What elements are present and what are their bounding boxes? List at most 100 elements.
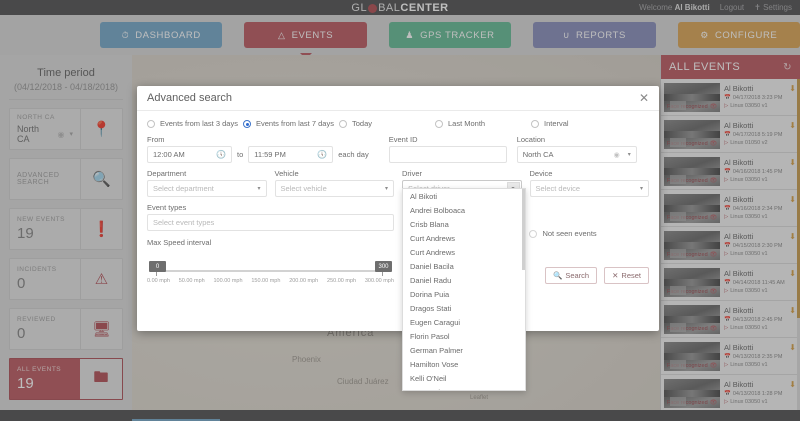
radio-button[interactable] xyxy=(531,120,539,128)
event-list-item[interactable]: Face recognized 👁 Al Bikotti 📅 04/13/2018 2:… xyxy=(661,338,800,375)
event-thumbnail[interactable]: Face recognized 👁 xyxy=(664,157,720,186)
max-speed-label: Max Speed interval xyxy=(147,238,212,248)
event-list-item[interactable]: Face recognized 👁 Al Bikotti 📅 04/14/2018 11… xyxy=(661,264,800,301)
event-types-select[interactable]: Select event types xyxy=(147,214,394,232)
download-icon[interactable]: ⬇ xyxy=(789,84,796,93)
driver-option[interactable]: Dragos Stati xyxy=(410,303,452,313)
radio-today[interactable]: Today xyxy=(339,119,435,128)
driver-option[interactable]: Daniel Bacila xyxy=(410,261,454,271)
driver-option[interactable]: Crisb Blana xyxy=(410,219,449,229)
event-id-input[interactable] xyxy=(388,146,507,164)
tab-events[interactable]: △ EVENTS xyxy=(244,22,367,59)
reset-button[interactable]: ✕ Reset xyxy=(604,267,649,285)
event-thumbnail[interactable]: Face recognized 👁 xyxy=(664,379,720,408)
driver-option[interactable]: Eugen Caragui xyxy=(410,317,461,327)
event-list-item[interactable]: Face recognized 👁 Al Bikotti 📅 04/15/2018 2:… xyxy=(661,227,800,264)
radio-interval[interactable]: Interval xyxy=(531,119,627,128)
logout-link[interactable]: Logout xyxy=(719,3,745,12)
clear-icon[interactable]: ◉ xyxy=(57,129,65,139)
radio-button[interactable] xyxy=(339,120,347,128)
clock-icon[interactable]: 🕔 xyxy=(216,150,226,160)
driver-option[interactable]: Dorina Puia xyxy=(410,289,450,299)
clock-icon[interactable]: 🕔 xyxy=(317,150,328,160)
device-select[interactable]: Select device ▾ xyxy=(529,180,649,198)
driver-dropdown-list[interactable]: Al Bikoti Andrei Bolboaca Crisb Blana Curt … xyxy=(402,188,526,392)
to-time-input[interactable]: 11:59 PM 🕔 xyxy=(248,146,334,164)
event-thumbnail[interactable]: Face recognized 👁 xyxy=(664,231,720,260)
radio-button[interactable] xyxy=(435,120,443,128)
tab-configure[interactable]: ⚙ CONFIGURE xyxy=(677,22,800,48)
chevron-down-icon[interactable]: ▾ xyxy=(384,186,388,193)
department-select[interactable]: Select department ▾ xyxy=(147,180,267,198)
event-thumbnail[interactable]: Face recognized 👁 xyxy=(664,194,720,223)
close-icon[interactable]: ✕ xyxy=(638,91,649,105)
driver-option[interactable]: Daniel Radu xyxy=(410,275,452,285)
chevron-down-icon[interactable]: ▾ xyxy=(69,131,73,138)
driver-option[interactable]: Andrei Bolboaca xyxy=(410,205,466,215)
event-thumbnail[interactable]: Face recognized 👁 xyxy=(664,305,720,334)
top-bar-right: Welcome Al Bikotti Logout ✝ Settings xyxy=(639,0,792,15)
slider-handle-min[interactable]: 0 xyxy=(149,261,166,277)
checkbox-box[interactable] xyxy=(529,230,538,239)
device-icon: ▷ xyxy=(724,362,729,368)
download-icon[interactable]: ⬇ xyxy=(789,121,796,130)
tab-reports[interactable]: ∪ REPORTS xyxy=(533,22,656,48)
event-list-item[interactable]: Face recognized 👁 Al Bikotti 📅 04/13/2018 1:… xyxy=(661,375,800,411)
event-thumbnail[interactable]: Face recognized 👁 xyxy=(664,342,720,371)
radio-last-7-days[interactable]: Events from last 7 days xyxy=(243,119,339,128)
download-icon[interactable]: ⬇ xyxy=(789,158,796,167)
download-icon[interactable]: ⬇ xyxy=(789,343,796,352)
dropdown-scrollbar[interactable] xyxy=(522,189,525,270)
sidebar-card-new-events[interactable]: NEW EVENTS 19 ❗ xyxy=(9,208,123,250)
event-list[interactable]: Face recognized 👁 Al Bikotti 📅 04/17/2018 3:… xyxy=(661,79,800,411)
download-icon[interactable]: ⬇ xyxy=(789,269,796,278)
location-select-input[interactable]: North CA ◉ ▾ xyxy=(516,146,637,164)
driver-option[interactable]: Hamilton Vose xyxy=(410,359,459,369)
location-select[interactable]: North CA ◉ ▾ xyxy=(17,124,73,144)
driver-option[interactable]: Curt Andrews xyxy=(410,247,456,257)
tab-dashboard[interactable]: ⏱ DASHBOARD xyxy=(100,22,223,48)
settings-link[interactable]: ✝ Settings xyxy=(754,3,792,12)
download-icon[interactable]: ⬇ xyxy=(789,232,796,241)
clear-icon[interactable]: ◉ xyxy=(613,151,620,159)
driver-option[interactable]: Al Bikoti xyxy=(410,191,438,201)
event-list-item[interactable]: Face recognized 👁 Al Bikotti 📅 04/16/2018 1:… xyxy=(661,153,800,190)
download-icon[interactable]: ⬇ xyxy=(789,380,796,389)
panel-scrollbar[interactable] xyxy=(797,79,800,411)
tab-gps-tracker[interactable]: ♟ GPS TRACKER xyxy=(388,22,512,48)
radio-button[interactable] xyxy=(243,120,251,128)
calendar-icon: 📅 xyxy=(724,132,731,138)
driver-option[interactable]: Curt Andrews xyxy=(410,233,456,243)
event-thumbnail[interactable]: Face recognized 👁 xyxy=(664,83,720,112)
sidebar-card-all-events[interactable]: ALL EVENTS 19 🖿 xyxy=(9,358,123,400)
chevron-down-icon[interactable]: ▾ xyxy=(257,186,261,193)
radio-last-3-days[interactable]: Events from last 3 days xyxy=(147,119,243,128)
event-thumbnail[interactable]: Face recognized 👁 xyxy=(664,120,720,149)
event-list-item[interactable]: Face recognized 👁 Al Bikotti 📅 04/16/2018 2:… xyxy=(661,190,800,227)
driver-option[interactable]: German Palmer xyxy=(410,345,463,355)
download-icon[interactable]: ⬇ xyxy=(789,195,796,204)
sidebar-card-reviewed[interactable]: REVIEWED 0 🖥 xyxy=(9,308,123,350)
event-list-item[interactable]: Face recognized 👁 Al Bikotti 📅 04/13/2018 2:… xyxy=(661,301,800,338)
vehicle-select[interactable]: Select vehicle ▾ xyxy=(274,180,394,198)
refresh-icon[interactable]: ↻ xyxy=(783,61,792,73)
driver-option[interactable]: Florin Pasol xyxy=(410,331,450,341)
event-list-item[interactable]: Face recognized 👁 Al Bikotti 📅 04/17/2018 5:… xyxy=(661,116,800,153)
checkbox-not-seen-events[interactable]: Not seen events xyxy=(529,229,597,239)
driver-option[interactable]: Lara Andrews xyxy=(403,385,525,391)
chevron-down-icon[interactable]: ▾ xyxy=(627,152,631,159)
speed-slider[interactable]: 0 300 xyxy=(147,253,394,277)
download-icon[interactable]: ⬇ xyxy=(789,306,796,315)
from-time-input[interactable]: 12:00 AM 🕔 xyxy=(147,146,232,164)
radio-button[interactable] xyxy=(147,120,155,128)
event-thumbnail[interactable]: Face recognized 👁 xyxy=(664,268,720,297)
driver-option[interactable]: Kelli O'Neil xyxy=(410,373,447,383)
sidebar-card-incidents[interactable]: INCIDENTS 0 ⚠ xyxy=(9,258,123,300)
slider-handle-max[interactable]: 300 xyxy=(375,261,392,277)
chevron-down-icon[interactable]: ▾ xyxy=(639,186,643,193)
search-button[interactable]: 🔍 Search xyxy=(545,267,598,285)
sidebar-card-north-ca[interactable]: NORTH CA North CA ◉ ▾ 📍 xyxy=(9,108,123,150)
event-list-item[interactable]: Face recognized 👁 Al Bikotti 📅 04/17/2018 3:… xyxy=(661,79,800,116)
sidebar-card-advanced-search[interactable]: ADVANCED SEARCH 🔍 xyxy=(9,158,123,200)
radio-last-month[interactable]: Last Month xyxy=(435,119,531,128)
